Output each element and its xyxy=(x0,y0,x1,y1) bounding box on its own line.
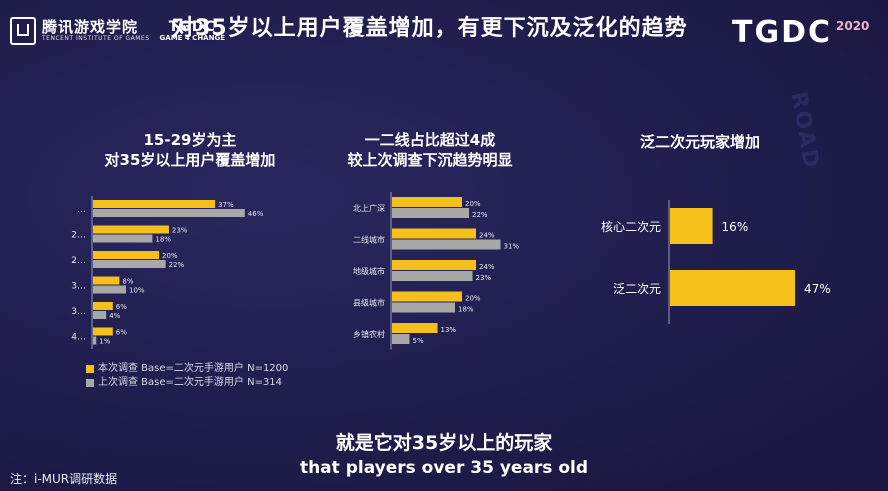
tier-bar-current xyxy=(392,228,476,239)
tier-category-label: 地级城市 xyxy=(353,266,385,276)
game-change-logo: TGDC GAME 4 CHANGE xyxy=(160,20,225,42)
tier-panel-title: 一二线占比超过4成 较上次调查下沉趋势明显 xyxy=(330,130,530,170)
type-category-label: 泛二次元 xyxy=(613,282,661,296)
type-title-line1: 泛二次元玩家增加 xyxy=(639,133,760,151)
tier-value-label: 24% xyxy=(479,232,495,240)
logo-text-cn: 腾讯游戏学院 xyxy=(42,18,139,36)
legend-swatch-previous xyxy=(86,379,94,387)
subtitle-cn: 就是它对35岁以上的玩家 xyxy=(335,432,553,454)
tier-value-label: 24% xyxy=(479,263,495,271)
age-bar-previous xyxy=(93,209,245,217)
tgdc-brand: TGDC xyxy=(732,15,833,50)
age-title-line1: 15-29岁为主 xyxy=(143,131,237,149)
tier-bar-previous xyxy=(392,302,455,313)
tier-bar-previous xyxy=(392,208,469,218)
age-value-label: 20% xyxy=(162,252,178,260)
legend-current-label: 本次调查 Base=二次元手游用户 N=1200 xyxy=(98,363,289,374)
tier-value-label: 31% xyxy=(504,243,520,251)
tier-category-label: 二线城市 xyxy=(353,235,385,245)
age-bar-previous xyxy=(93,311,107,319)
age-value-label: 18% xyxy=(155,236,171,244)
tier-bar-current xyxy=(392,197,462,207)
type-panel-title: 泛二次元玩家增加 xyxy=(600,132,800,152)
tier-category-label: 乡镇农村 xyxy=(353,329,385,339)
tier-category-label: 北上广深 xyxy=(353,203,385,213)
tier-title-line1: 一二线占比超过4成 xyxy=(364,131,496,149)
tencent-institute-logo: 腾讯游戏学院 TENCENT INSTITUTE OF GAMES TGDC G… xyxy=(10,14,225,48)
age-bar-previous xyxy=(93,336,97,345)
tier-bar-previous xyxy=(392,239,501,250)
tier-bar-current xyxy=(392,291,462,302)
age-value-label: 23% xyxy=(172,227,188,235)
tier-value-label: 20% xyxy=(465,295,481,303)
legend-previous-label: 上次调查 Base=二次元手游用户 N=314 xyxy=(98,377,283,388)
age-title-line2: 对35岁以上用户覆盖增加 xyxy=(104,151,276,169)
age-bar-current xyxy=(93,276,120,285)
age-panel-title: 15-29岁为主 对35岁以上用户覆盖增加 xyxy=(80,130,300,170)
age-bar-previous xyxy=(93,234,153,243)
tier-bar-current xyxy=(392,323,438,333)
tier-title-line2: 较上次调查下沉趋势明显 xyxy=(347,151,513,169)
game-change-top: TGDC xyxy=(168,19,216,35)
tier-bar-current xyxy=(392,260,476,270)
type-category-label: 核心二次元 xyxy=(601,220,661,234)
tier-value-label: 23% xyxy=(476,274,492,282)
legend: 本次调查 Base=二次元手游用户 N=1200 上次调查 Base=二次元手游… xyxy=(86,362,288,390)
tier-value-label: 22% xyxy=(472,211,488,219)
age-value-label: 1% xyxy=(99,338,110,346)
tier-value-label: 13% xyxy=(441,326,457,334)
age-value-label: 37% xyxy=(218,201,234,209)
logo-text-en: TENCENT INSTITUTE OF GAMES xyxy=(42,35,150,42)
tier-bar-previous xyxy=(392,271,473,281)
age-value-label: 4% xyxy=(109,312,120,320)
age-bar-current xyxy=(93,302,113,310)
age-bar-previous xyxy=(93,260,166,268)
legend-current: 本次调查 Base=二次元手游用户 N=1200 xyxy=(86,362,288,376)
tier-value-label: 20% xyxy=(465,200,481,208)
tier-value-label: 5% xyxy=(413,337,424,345)
legend-previous: 上次调查 Base=二次元手游用户 N=314 xyxy=(86,376,288,390)
age-value-label: 46% xyxy=(248,210,264,218)
age-bar-current xyxy=(93,251,159,259)
tier-bar-previous xyxy=(392,334,410,344)
legend-swatch-current xyxy=(86,365,94,373)
age-category-label: 2… xyxy=(71,256,86,266)
age-bar-current xyxy=(93,200,216,208)
type-bar xyxy=(670,270,796,306)
age-category-label: … xyxy=(77,205,86,215)
tencent-logo-icon xyxy=(10,17,36,45)
age-value-label: 8% xyxy=(122,278,133,286)
footnote: 注：i-MUR调研数据 xyxy=(10,472,118,486)
age-value-label: 6% xyxy=(116,329,127,337)
age-value-label: 10% xyxy=(129,287,145,295)
tier-category-label: 县级城市 xyxy=(353,298,385,308)
age-category-label: 3… xyxy=(71,307,86,317)
age-bar-current xyxy=(93,225,169,234)
age-value-label: 22% xyxy=(169,261,185,269)
age-category-label: 4… xyxy=(71,333,86,343)
game-change-bottom: GAME 4 CHANGE xyxy=(159,34,225,42)
age-bar-previous xyxy=(93,285,126,294)
age-category-label: 2… xyxy=(71,231,86,241)
type-bar xyxy=(670,208,713,244)
age-category-label: 3… xyxy=(71,282,86,292)
age-bar-current xyxy=(93,327,113,336)
slide-title: 对35岁以上用户覆盖增加，有更下沉及泛化的趋势 xyxy=(172,16,688,41)
age-value-label: 6% xyxy=(116,303,127,311)
type-value-label: 47% xyxy=(804,282,831,296)
subtitle-en: that players over 35 years old xyxy=(299,458,589,478)
type-value-label: 16% xyxy=(722,220,749,234)
tier-value-label: 18% xyxy=(458,306,474,314)
